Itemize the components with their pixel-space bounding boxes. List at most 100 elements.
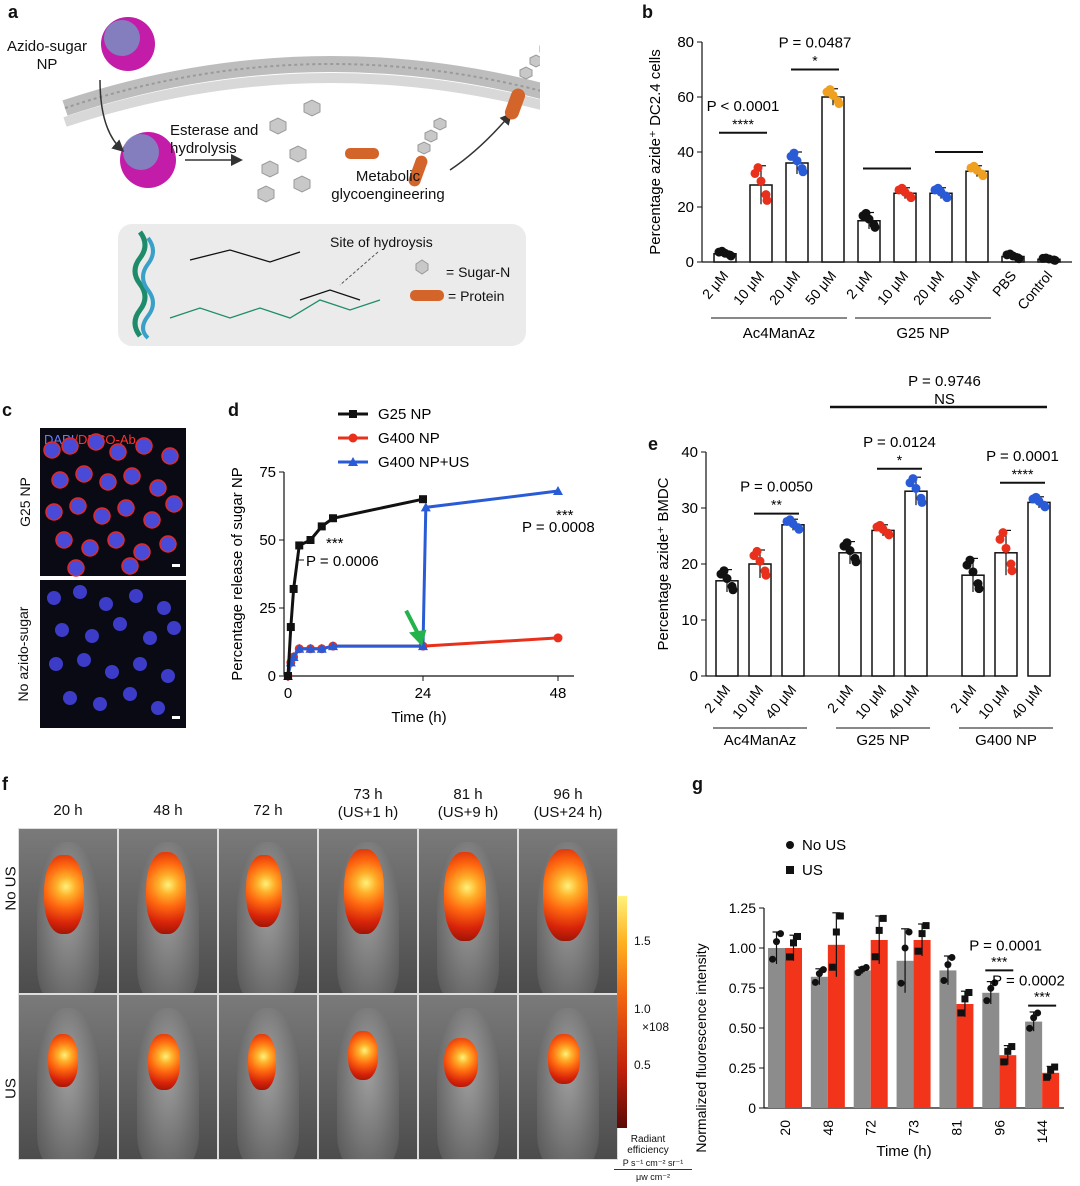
time-sublabel: (US+9 h) bbox=[437, 804, 499, 821]
group-label: G25 NP bbox=[896, 325, 949, 342]
fluorescence-signal bbox=[44, 855, 84, 934]
data-point bbox=[306, 536, 315, 544]
mouse-image bbox=[18, 828, 118, 994]
chemical-structure-box bbox=[118, 224, 526, 346]
y-tick-label: 0 bbox=[748, 1100, 756, 1116]
sig-stars: **** bbox=[1012, 466, 1034, 482]
data-point bbox=[834, 99, 844, 109]
x-tick-label: 2 μM bbox=[699, 268, 731, 302]
y-tick-label: 10 bbox=[681, 612, 698, 629]
y-tick-label: 20 bbox=[677, 199, 694, 216]
data-point bbox=[914, 947, 922, 955]
data-point bbox=[1044, 254, 1054, 264]
data-point bbox=[965, 988, 973, 996]
x-tick-label: 81 bbox=[948, 1120, 964, 1136]
data-point bbox=[328, 641, 338, 651]
panel-label-g: g bbox=[692, 774, 703, 794]
radiant-label: Radiant efficiency bbox=[627, 1134, 669, 1156]
data-point bbox=[798, 167, 808, 177]
cell-stained bbox=[55, 531, 73, 549]
cell-stained bbox=[69, 497, 87, 515]
data-point bbox=[420, 502, 431, 512]
bar bbox=[870, 940, 888, 1108]
bar bbox=[785, 948, 802, 1108]
data-point bbox=[295, 541, 304, 550]
data-point bbox=[1026, 1024, 1034, 1032]
y-tick-label: 1.00 bbox=[729, 940, 756, 956]
y-tick-label: 40 bbox=[677, 144, 694, 161]
data-point bbox=[294, 643, 305, 653]
data-point bbox=[961, 995, 969, 1003]
mouse-image bbox=[318, 994, 418, 1160]
cell-stained bbox=[133, 543, 151, 561]
cell-stained bbox=[81, 539, 99, 557]
data-point bbox=[918, 930, 926, 938]
cell-unstained bbox=[143, 631, 157, 645]
data-point bbox=[553, 633, 563, 643]
bar bbox=[965, 170, 989, 263]
data-point bbox=[788, 519, 798, 529]
cell-stained bbox=[121, 557, 139, 575]
data-point bbox=[870, 222, 880, 232]
data-point bbox=[794, 932, 801, 940]
bar bbox=[956, 1004, 974, 1108]
data-point bbox=[944, 961, 952, 969]
p-value: P = 0.0124 bbox=[863, 434, 936, 451]
x-tick-label: 50 μM bbox=[946, 268, 983, 308]
bar bbox=[781, 524, 805, 677]
data-point bbox=[790, 939, 797, 947]
mouse-image bbox=[318, 828, 418, 994]
bar bbox=[827, 944, 845, 1108]
p-value: P = 0.0050 bbox=[740, 479, 813, 496]
data-point bbox=[1051, 1063, 1059, 1071]
fluorescence-signal bbox=[48, 1034, 78, 1087]
cell-unstained bbox=[123, 687, 137, 701]
sig-stars: *** bbox=[991, 953, 1008, 969]
y-tick-label: 0.25 bbox=[729, 1060, 756, 1076]
time-label: 72 h bbox=[253, 802, 283, 819]
bar bbox=[838, 552, 862, 677]
data-point bbox=[719, 566, 729, 576]
data-point bbox=[897, 979, 905, 987]
cell-stained bbox=[165, 495, 183, 513]
radiant-units-bot: μw cm⁻² bbox=[636, 1172, 670, 1182]
data-point bbox=[418, 641, 428, 651]
row-label-g25: G25 NP bbox=[17, 477, 33, 527]
time-sublabel: (US+1 h) bbox=[337, 804, 399, 821]
cell-stained bbox=[117, 499, 135, 517]
mouse-image bbox=[18, 994, 118, 1160]
x-tick-label: 40 μM bbox=[1008, 682, 1045, 722]
cell-unstained bbox=[133, 657, 147, 671]
fluorescence-signal bbox=[344, 848, 384, 934]
data-point bbox=[900, 187, 910, 197]
data-point bbox=[752, 546, 762, 556]
group-label: Ac4ManAz bbox=[743, 325, 816, 342]
mouse-body bbox=[536, 1008, 600, 1159]
data-point bbox=[1006, 559, 1016, 569]
panel-label-e: e bbox=[648, 434, 659, 454]
row-label-no-us: No US bbox=[2, 866, 20, 911]
fluorescence-signal bbox=[548, 1034, 580, 1084]
data-point bbox=[792, 156, 802, 166]
colorbar bbox=[617, 896, 627, 1128]
bar bbox=[1027, 501, 1051, 677]
data-point bbox=[753, 163, 763, 173]
x-tick-label: 96 bbox=[991, 1120, 1007, 1136]
data-point bbox=[864, 214, 874, 224]
cell-stained bbox=[61, 437, 79, 455]
mouse-image bbox=[518, 828, 618, 994]
panel-label-c: c bbox=[2, 400, 13, 420]
azido-np-label: Azido-sugar NP bbox=[6, 38, 88, 73]
y-tick-label: 80 bbox=[677, 34, 694, 51]
bar bbox=[853, 970, 871, 1108]
cell-stained bbox=[87, 433, 105, 451]
bar bbox=[939, 970, 957, 1108]
x-tick-label: 10 μM bbox=[975, 682, 1012, 722]
data-point bbox=[1007, 566, 1017, 576]
sig-stars: * bbox=[812, 53, 818, 69]
cell-unstained bbox=[99, 597, 113, 611]
p-value: P = 0.0008 bbox=[522, 519, 595, 536]
y-axis-label: Percentage azide⁺ BMDC bbox=[655, 477, 672, 650]
bar bbox=[810, 976, 828, 1108]
y-axis-label: Percentage release of sugar NP bbox=[229, 467, 246, 680]
